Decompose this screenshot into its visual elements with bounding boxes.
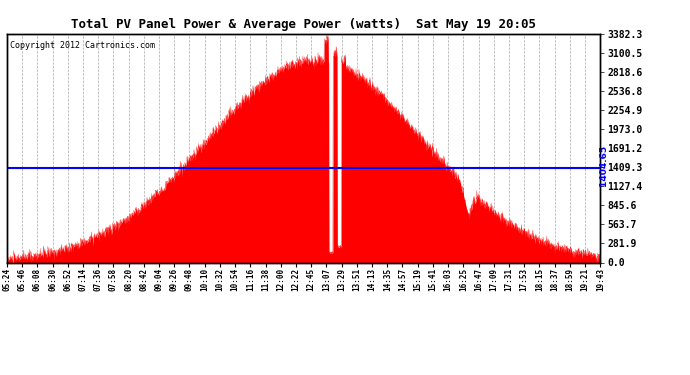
- Title: Total PV Panel Power & Average Power (watts)  Sat May 19 20:05: Total PV Panel Power & Average Power (wa…: [71, 18, 536, 31]
- Text: 1404.65: 1404.65: [600, 146, 609, 190]
- Text: Copyright 2012 Cartronics.com: Copyright 2012 Cartronics.com: [10, 40, 155, 50]
